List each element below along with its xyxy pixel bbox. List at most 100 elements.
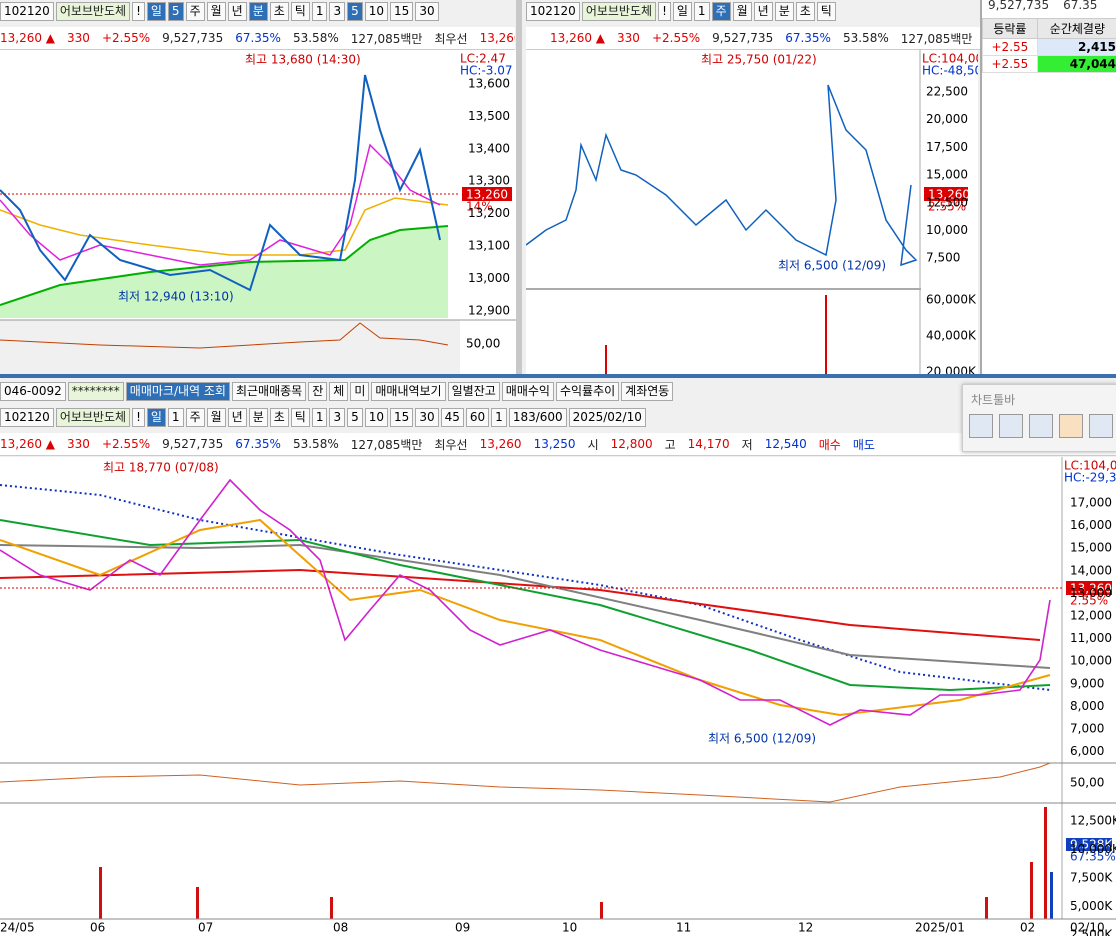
tool-button[interactable]: 15 — [390, 1, 414, 21]
axis-label: 20,000 — [926, 112, 968, 126]
tool-button[interactable]: 계좌연동 — [621, 381, 674, 401]
tool-icon[interactable] — [999, 414, 1023, 438]
quote-item: 14,170 — [687, 437, 730, 451]
tool-button[interactable]: 분 — [248, 407, 268, 427]
tool-button[interactable]: 15 — [390, 407, 414, 427]
quote-item: 9,527,735 — [162, 31, 224, 45]
tool-button[interactable]: 년 — [227, 407, 247, 427]
tool-button[interactable]: 5 — [347, 1, 363, 21]
tool-icon[interactable] — [969, 414, 993, 438]
tool-button[interactable]: 1 — [167, 407, 184, 427]
tool-button[interactable]: 10 — [364, 407, 389, 427]
tool-button[interactable]: 일 — [146, 407, 166, 427]
ma-line — [0, 519, 1051, 692]
main-chart: 최고 18,770 (07/08) 최저 6,500 (12/09) LC:10… — [0, 457, 1116, 936]
tool-button[interactable]: 102120 — [526, 1, 580, 21]
tool-button[interactable]: 수익률추이 — [555, 381, 620, 401]
tool-button[interactable]: 초 — [269, 1, 289, 21]
tool-button[interactable]: 일 — [672, 1, 692, 21]
tool-button[interactable]: 30 — [415, 407, 439, 427]
tool-button[interactable]: 초 — [795, 1, 815, 21]
date-label: 24/05 — [0, 921, 35, 935]
quote-item: 53.58% — [292, 31, 339, 45]
quote-item: +2.55% — [101, 31, 151, 45]
tool-button[interactable]: 3 — [329, 1, 346, 21]
tool-button[interactable]: 체 — [329, 381, 349, 401]
high-label: 최고 25,750 (01/22) — [701, 53, 817, 67]
toolbar: 102120 어보브반도체! 일 1 주 월 년 분 초 틱 1 3 5 10 15 30 45 60 1 183/6… — [0, 407, 960, 427]
tool-button[interactable]: 30 — [415, 1, 439, 21]
tool-button[interactable]: 5 — [167, 1, 184, 21]
tool-button[interactable]: 잔 — [308, 381, 328, 401]
tool-button[interactable]: 틱 — [816, 1, 836, 21]
tool-button[interactable]: 일 — [146, 1, 166, 21]
tool-button[interactable]: ! — [132, 407, 145, 427]
tool-button[interactable]: 1 — [311, 407, 328, 427]
ma-line — [0, 225, 449, 306]
tool-button[interactable]: 45 — [440, 407, 464, 427]
axis-label: 8,000 — [1070, 699, 1104, 713]
tool-button[interactable]: 분 — [774, 1, 794, 21]
tool-button[interactable]: 매매내역보기 — [371, 381, 446, 401]
tool-button[interactable]: 년 — [227, 1, 247, 21]
tool-button[interactable]: 월 — [206, 407, 226, 427]
axis-label: 13,500 — [468, 109, 510, 123]
tool-button[interactable]: 매매수익 — [501, 381, 554, 401]
quote-item: 9,527,735 — [162, 437, 224, 451]
axis-label: 7,000 — [1070, 722, 1104, 736]
pct: 14% — [466, 200, 493, 214]
tool-button[interactable]: 일별잔고 — [447, 381, 500, 401]
axis-label: 10,000 — [1070, 654, 1112, 668]
high-label: 최고 13,680 (14:30) — [245, 53, 361, 67]
tool-button[interactable]: 1 — [693, 1, 710, 21]
tool-button[interactable]: 초 — [269, 407, 289, 427]
tool-button[interactable]: 102120 — [0, 407, 54, 427]
tool-button[interactable]: 주 — [185, 407, 205, 427]
tool-button[interactable]: 주 — [711, 1, 731, 21]
tool-button[interactable]: ******** — [67, 381, 124, 401]
splitter — [516, 0, 522, 375]
tool-button[interactable]: 월 — [732, 1, 752, 21]
tool-button[interactable]: 60 — [465, 407, 490, 427]
tool-button[interactable]: 102120 — [0, 1, 54, 21]
rate: 67.35 — [1063, 0, 1098, 12]
header-cell: 순간체결량 — [1036, 18, 1116, 39]
tool-button[interactable]: 주 — [185, 1, 205, 21]
tool-button[interactable]: 어보브반도체 — [581, 1, 657, 21]
tool-button[interactable]: 분 — [248, 1, 268, 21]
quote-item: 저 — [741, 437, 753, 452]
tool-button[interactable]: 10 — [364, 1, 389, 21]
tool-button[interactable]: ! — [132, 1, 145, 21]
high-label: 최고 18,770 (07/08) — [103, 461, 219, 475]
tool-button[interactable]: 틱 — [290, 1, 310, 21]
tool-icons — [963, 414, 1116, 438]
sub-line — [0, 762, 1051, 803]
tool-button[interactable]: 어보브반도체 — [55, 407, 131, 427]
tool-button[interactable]: 1 — [491, 407, 507, 427]
tool-icon[interactable] — [1089, 414, 1113, 438]
tool-icon[interactable] — [1029, 414, 1053, 438]
axis-label: 12,000 — [1070, 609, 1112, 623]
volume-bar — [1050, 872, 1053, 919]
tool-button[interactable]: 183/600 — [508, 407, 567, 427]
vol-tag: 9,528K — [1070, 838, 1113, 852]
axis-label: 11,000 — [1070, 631, 1112, 645]
date-label: 11 — [676, 921, 691, 935]
tool-icon[interactable] — [1059, 414, 1083, 438]
tool-button[interactable]: 미 — [350, 381, 370, 401]
tool-button[interactable]: 1 — [311, 1, 328, 21]
tool-button[interactable]: 046-0092 — [0, 381, 66, 401]
date-label: 02 — [1020, 921, 1035, 935]
tool-button[interactable]: 틱 — [290, 407, 310, 427]
tool-button[interactable]: 어보브반도체 — [55, 1, 131, 21]
tool-button[interactable]: 3 — [329, 407, 346, 427]
tool-button[interactable]: 최근매매종목 — [231, 381, 307, 401]
tool-button[interactable]: 월 — [206, 1, 226, 21]
tool-button[interactable]: 2025/02/10 — [568, 407, 646, 427]
volume-bars — [99, 807, 1047, 919]
price-tag: 13,260 — [928, 188, 970, 202]
tool-button[interactable]: 매매마크/내역 조회 — [125, 381, 230, 401]
tool-button[interactable]: ! — [658, 1, 671, 21]
tool-button[interactable]: 5 — [347, 407, 363, 427]
tool-button[interactable]: 년 — [753, 1, 773, 21]
